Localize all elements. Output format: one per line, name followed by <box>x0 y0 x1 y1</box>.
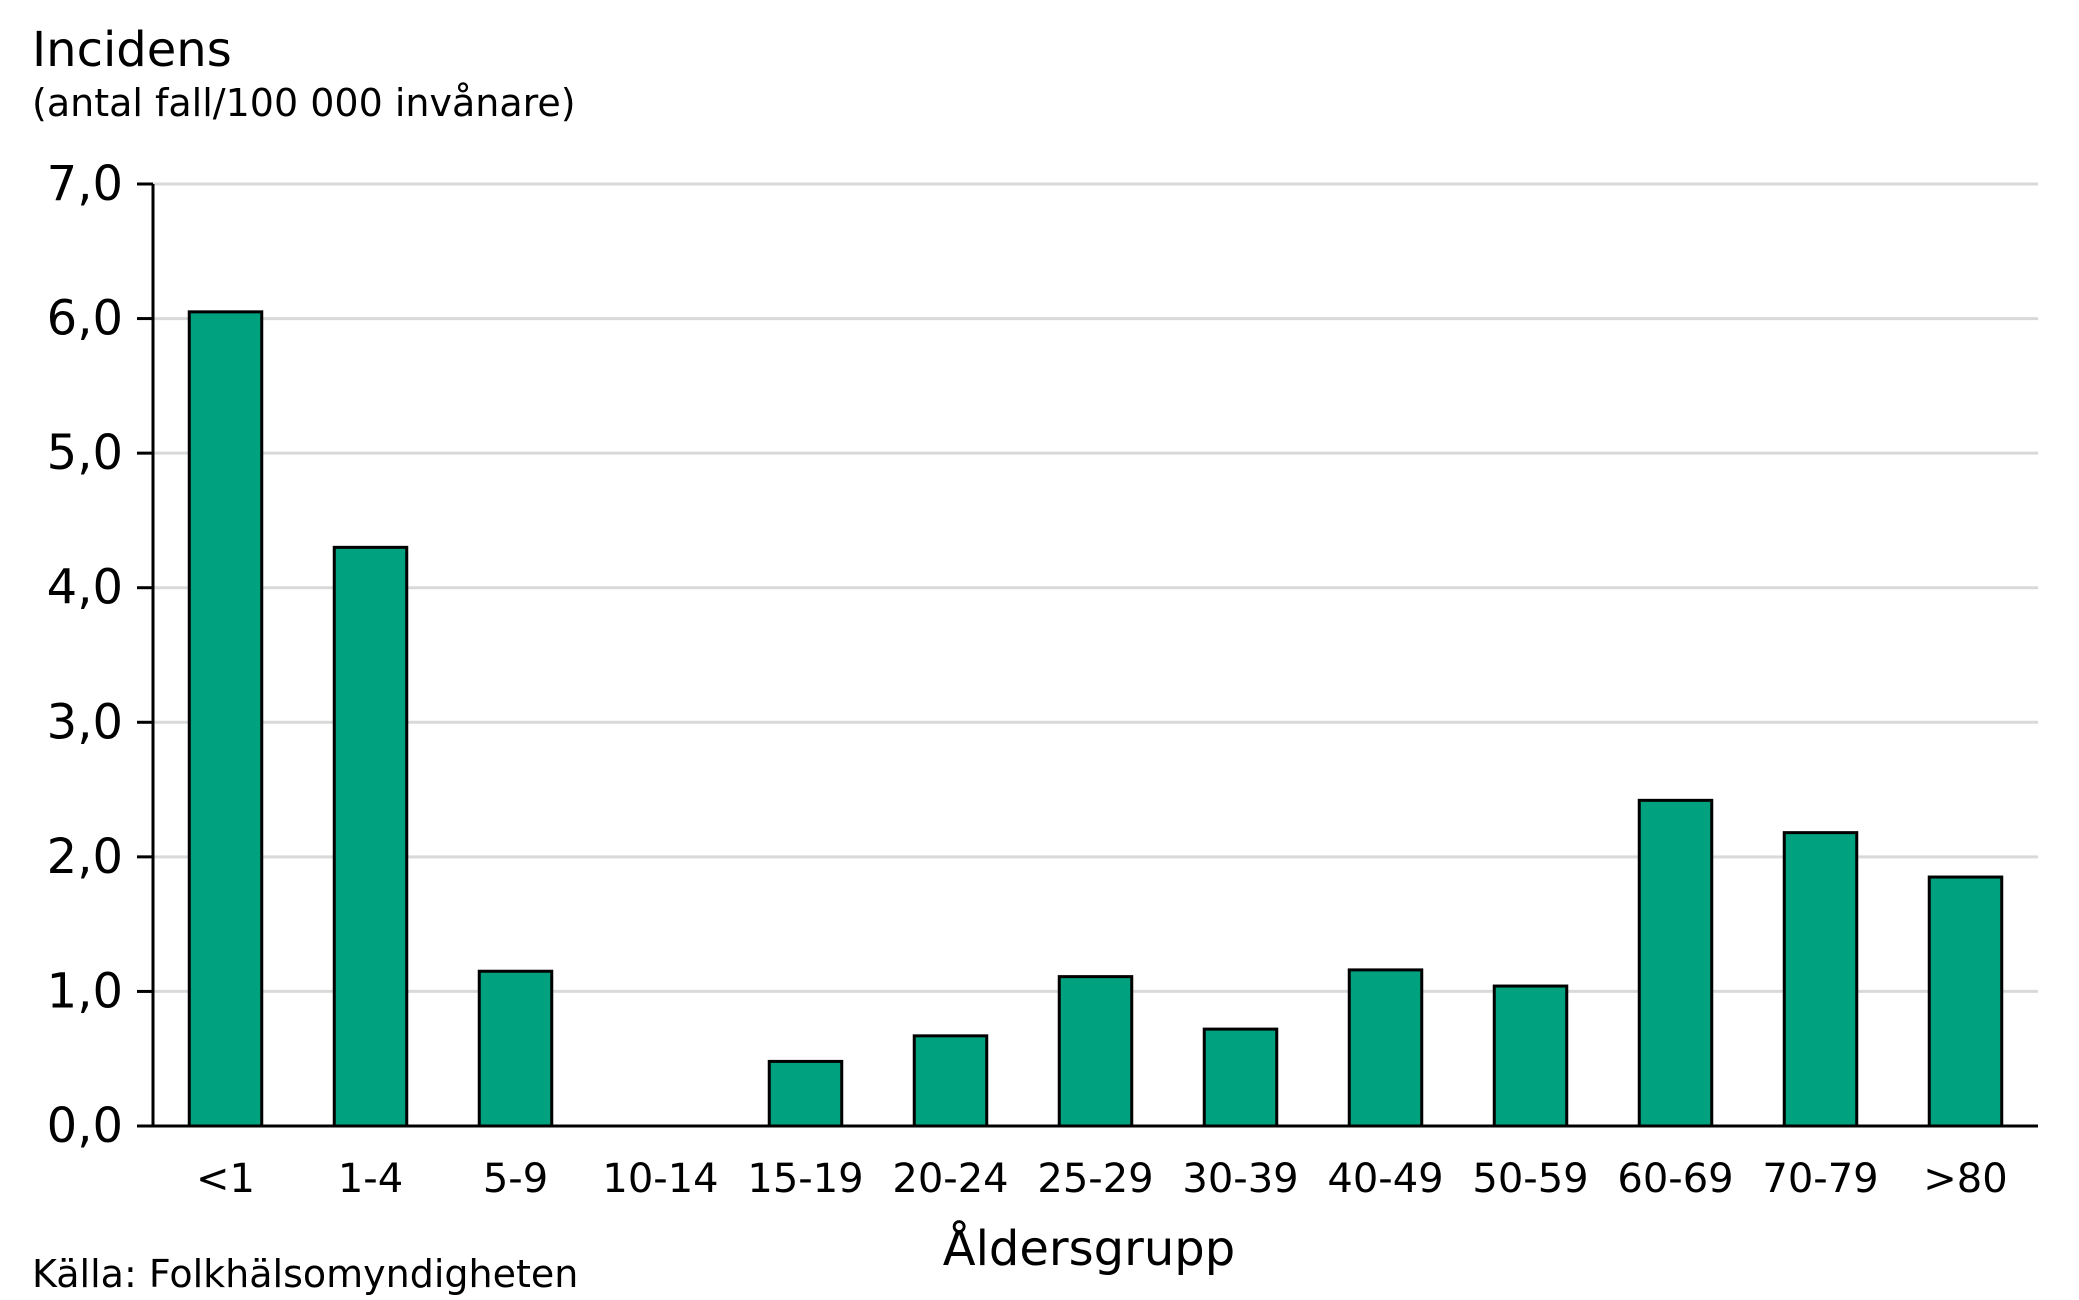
x-axis-title: Åldersgrupp <box>943 1220 1235 1277</box>
x-tick-label-2: 5-9 <box>483 1156 548 1202</box>
x-tick-label-8: 40-49 <box>1327 1156 1443 1202</box>
bar-10 <box>1637 798 1714 1128</box>
gridlines <box>153 182 2038 993</box>
y-tick-label-2: 2,0 <box>47 829 123 885</box>
x-tick-label-6: 25-29 <box>1037 1156 1153 1202</box>
x-tick-label-1: 1-4 <box>338 1156 403 1202</box>
x-tick-label-12: >80 <box>1923 1156 2007 1202</box>
bar-2 <box>477 969 554 1128</box>
y-tick-label-5: 5,0 <box>47 425 123 481</box>
x-tick-label-11: 70-79 <box>1762 1156 1878 1202</box>
y-tick-label-0: 0,0 <box>47 1098 123 1154</box>
y-axis-subtitle: (antal fall/100 000 invånare) <box>32 81 576 125</box>
y-tick-label-3: 3,0 <box>47 694 123 750</box>
bar-12 <box>1927 875 2004 1128</box>
tick-labels: 0,0 1,0 2,0 3,0 4,0 5,0 6,0 7,0 <1 1-4 5-9 10-14 15-… <box>47 156 2008 1202</box>
y-tick-label-6: 6,0 <box>47 291 123 347</box>
x-tick-label-3: 10-14 <box>602 1156 718 1202</box>
bar-5 <box>912 1034 989 1128</box>
bar-0 <box>187 310 264 1128</box>
y-tick-label-4: 4,0 <box>47 560 123 616</box>
x-tick-label-0: <1 <box>196 1156 255 1202</box>
axes <box>137 182 2038 1128</box>
y-tick-label-1: 1,0 <box>47 963 123 1019</box>
bar-4 <box>767 1059 844 1128</box>
bars <box>187 310 2004 1128</box>
source-note: Källa: Folkhälsomyndigheten <box>32 1252 579 1296</box>
bar-7 <box>1202 1027 1279 1128</box>
x-tick-label-10: 60-69 <box>1617 1156 1733 1202</box>
y-tick-label-7: 7,0 <box>47 156 123 212</box>
x-tick-label-7: 30-39 <box>1182 1156 1298 1202</box>
bar-8 <box>1347 968 1424 1128</box>
x-tick-label-5: 20-24 <box>892 1156 1008 1202</box>
y-axis-title: Incidens <box>32 22 232 78</box>
bar-1 <box>332 545 409 1128</box>
bar-6 <box>1057 975 1134 1128</box>
x-tick-label-4: 15-19 <box>747 1156 863 1202</box>
bar-9 <box>1492 984 1569 1128</box>
bar-11 <box>1782 831 1859 1128</box>
x-tick-label-9: 50-59 <box>1472 1156 1588 1202</box>
